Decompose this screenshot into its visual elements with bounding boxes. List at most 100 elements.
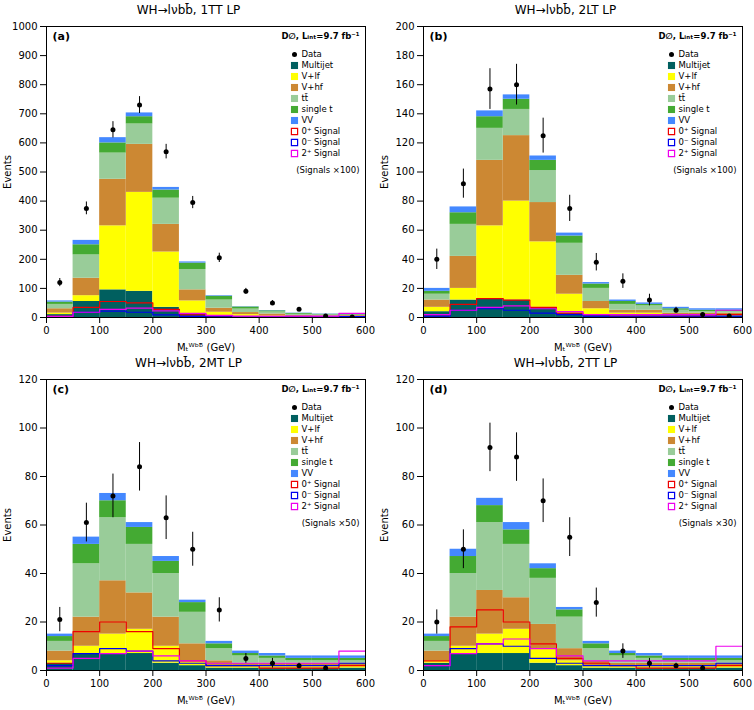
svg-text:300: 300 <box>18 224 37 235</box>
svg-text:300: 300 <box>573 325 592 336</box>
svg-text:single t: single t <box>302 104 334 114</box>
svg-text:V+hf: V+hf <box>679 82 701 92</box>
svg-text:200: 200 <box>143 325 162 336</box>
svg-text:D∅, Lᵢₙₜ=9.7 fb⁻¹: D∅, Lᵢₙₜ=9.7 fb⁻¹ <box>658 31 736 41</box>
svg-text:60: 60 <box>25 519 38 530</box>
svg-text:300: 300 <box>196 678 215 689</box>
svg-text:100: 100 <box>18 422 37 433</box>
svg-text:0⁻ Signal: 0⁻ Signal <box>679 137 718 147</box>
svg-text:Mₜᵂᵇᵇ̄ (GeV): Mₜᵂᵇᵇ̄ (GeV) <box>554 695 612 706</box>
svg-text:Multijet: Multijet <box>679 413 711 423</box>
svg-text:0: 0 <box>31 665 37 676</box>
svg-text:2⁺ Signal: 2⁺ Signal <box>302 501 341 511</box>
svg-text:single t: single t <box>679 457 711 467</box>
svg-text:500: 500 <box>680 325 699 336</box>
svg-text:(Signals ×100): (Signals ×100) <box>296 165 359 175</box>
svg-text:tt̄: tt̄ <box>302 446 309 457</box>
svg-text:200: 200 <box>395 21 414 32</box>
svg-text:100: 100 <box>90 678 109 689</box>
svg-text:60: 60 <box>402 519 415 530</box>
svg-text:0⁻ Signal: 0⁻ Signal <box>679 490 718 500</box>
svg-text:(Signals ×50): (Signals ×50) <box>302 518 360 528</box>
svg-text:0: 0 <box>408 665 414 676</box>
svg-text:140: 140 <box>395 108 414 119</box>
svg-text:600: 600 <box>356 325 375 336</box>
svg-text:(c): (c) <box>53 383 70 396</box>
svg-text:180: 180 <box>395 50 414 61</box>
svg-text:80: 80 <box>402 195 415 206</box>
svg-text:1000: 1000 <box>12 21 37 32</box>
svg-text:(b): (b) <box>430 30 448 43</box>
svg-text:V+hf: V+hf <box>679 435 701 445</box>
svg-text:V+hf: V+hf <box>302 435 324 445</box>
svg-text:0⁻ Signal: 0⁻ Signal <box>302 137 341 147</box>
svg-text:Mₜᵂᵇᵇ̄ (GeV): Mₜᵂᵇᵇ̄ (GeV) <box>177 342 235 353</box>
svg-text:800: 800 <box>18 79 37 90</box>
svg-text:VV: VV <box>679 468 691 478</box>
svg-text:Mₜᵂᵇᵇ̄ (GeV): Mₜᵂᵇᵇ̄ (GeV) <box>177 695 235 706</box>
svg-text:120: 120 <box>395 374 414 385</box>
svg-text:600: 600 <box>733 678 752 689</box>
svg-text:300: 300 <box>196 325 215 336</box>
svg-text:100: 100 <box>467 678 486 689</box>
svg-text:500: 500 <box>18 166 37 177</box>
svg-text:single t: single t <box>679 104 711 114</box>
svg-text:VV: VV <box>302 115 314 125</box>
svg-text:2⁺ Signal: 2⁺ Signal <box>679 148 718 158</box>
svg-text:0⁺ Signal: 0⁺ Signal <box>679 479 718 489</box>
svg-text:500: 500 <box>680 678 699 689</box>
svg-text:Data: Data <box>679 49 699 59</box>
svg-text:200: 200 <box>520 325 539 336</box>
svg-text:80: 80 <box>25 471 38 482</box>
svg-text:tt̄: tt̄ <box>302 93 309 104</box>
svg-text:600: 600 <box>18 137 37 148</box>
svg-text:100: 100 <box>90 325 109 336</box>
svg-text:0⁺ Signal: 0⁺ Signal <box>302 126 341 136</box>
svg-text:V+lf: V+lf <box>302 71 321 81</box>
svg-text:80: 80 <box>402 471 415 482</box>
svg-text:Events: Events <box>2 508 13 542</box>
svg-text:0: 0 <box>408 312 414 323</box>
svg-text:Events: Events <box>2 155 13 189</box>
svg-text:0⁺ Signal: 0⁺ Signal <box>679 126 718 136</box>
svg-text:200: 200 <box>18 254 37 265</box>
svg-text:400: 400 <box>18 195 37 206</box>
svg-text:400: 400 <box>250 678 269 689</box>
svg-text:(a): (a) <box>53 30 70 43</box>
svg-text:100: 100 <box>395 422 414 433</box>
svg-text:100: 100 <box>467 325 486 336</box>
svg-text:D∅, Lᵢₙₜ=9.7 fb⁻¹: D∅, Lᵢₙₜ=9.7 fb⁻¹ <box>281 31 359 41</box>
svg-text:Mₜᵂᵇᵇ̄ (GeV): Mₜᵂᵇᵇ̄ (GeV) <box>554 342 612 353</box>
svg-text:Multijet: Multijet <box>302 413 334 423</box>
svg-text:V+lf: V+lf <box>302 424 321 434</box>
svg-text:40: 40 <box>402 254 415 265</box>
svg-text:VV: VV <box>679 115 691 125</box>
svg-text:100: 100 <box>18 283 37 294</box>
svg-text:Events: Events <box>379 155 390 189</box>
svg-text:20: 20 <box>402 616 415 627</box>
svg-text:100: 100 <box>395 166 414 177</box>
svg-text:(Signals ×30): (Signals ×30) <box>679 518 737 528</box>
svg-text:D∅, Lᵢₙₜ=9.7 fb⁻¹: D∅, Lᵢₙₜ=9.7 fb⁻¹ <box>658 384 736 394</box>
svg-text:500: 500 <box>303 678 322 689</box>
svg-text:2⁺ Signal: 2⁺ Signal <box>679 501 718 511</box>
svg-text:Data: Data <box>679 402 699 412</box>
svg-text:2⁺ Signal: 2⁺ Signal <box>302 148 341 158</box>
svg-text:(Signals ×100): (Signals ×100) <box>673 165 736 175</box>
svg-text:120: 120 <box>18 374 37 385</box>
svg-text:60: 60 <box>402 224 415 235</box>
svg-text:300: 300 <box>573 678 592 689</box>
svg-text:20: 20 <box>402 283 415 294</box>
svg-text:0: 0 <box>420 325 426 336</box>
svg-text:20: 20 <box>25 616 38 627</box>
svg-text:(d): (d) <box>430 383 448 396</box>
svg-text:Events: Events <box>379 508 390 542</box>
svg-text:600: 600 <box>733 325 752 336</box>
svg-text:D∅, Lᵢₙₜ=9.7 fb⁻¹: D∅, Lᵢₙₜ=9.7 fb⁻¹ <box>281 384 359 394</box>
svg-text:0: 0 <box>43 325 49 336</box>
svg-text:Multijet: Multijet <box>302 60 334 70</box>
svg-text:V+lf: V+lf <box>679 71 698 81</box>
svg-text:0: 0 <box>31 312 37 323</box>
svg-text:160: 160 <box>395 79 414 90</box>
svg-text:0: 0 <box>420 678 426 689</box>
